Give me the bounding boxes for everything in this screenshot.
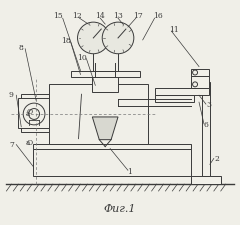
Text: a: a — [26, 110, 30, 118]
Bar — [155, 95, 194, 102]
Bar — [155, 88, 209, 95]
Circle shape — [102, 22, 134, 54]
Bar — [33, 148, 191, 176]
Text: 9: 9 — [9, 91, 14, 99]
Text: 3: 3 — [206, 101, 211, 109]
Bar — [49, 84, 148, 144]
Text: 17: 17 — [133, 12, 143, 20]
Circle shape — [192, 82, 198, 87]
Text: 15: 15 — [53, 12, 63, 20]
Bar — [18, 98, 49, 128]
Text: 2: 2 — [214, 155, 219, 163]
Bar — [191, 69, 209, 76]
Circle shape — [29, 108, 40, 119]
Text: O: O — [27, 139, 33, 147]
Bar — [202, 82, 210, 176]
Polygon shape — [92, 117, 118, 140]
Text: O: O — [27, 108, 33, 116]
Bar — [71, 70, 140, 77]
Text: 10: 10 — [78, 54, 87, 62]
Text: 1: 1 — [127, 168, 132, 176]
Circle shape — [23, 103, 45, 125]
Text: 6: 6 — [204, 121, 208, 129]
Circle shape — [78, 22, 109, 54]
Text: 7: 7 — [9, 141, 14, 148]
Text: a: a — [26, 139, 30, 147]
Bar — [92, 77, 118, 92]
Text: 13: 13 — [113, 12, 123, 20]
Text: 18: 18 — [61, 37, 71, 45]
Circle shape — [192, 70, 198, 75]
Bar — [21, 94, 49, 132]
Bar — [33, 144, 191, 149]
Text: 14: 14 — [95, 12, 105, 20]
Text: 11: 11 — [169, 26, 179, 34]
Text: 12: 12 — [72, 12, 81, 20]
Bar — [191, 176, 221, 184]
Text: Φиг.1: Φиг.1 — [104, 204, 136, 214]
Text: 16: 16 — [153, 12, 162, 20]
Text: 8: 8 — [19, 44, 24, 52]
Bar — [191, 76, 209, 88]
